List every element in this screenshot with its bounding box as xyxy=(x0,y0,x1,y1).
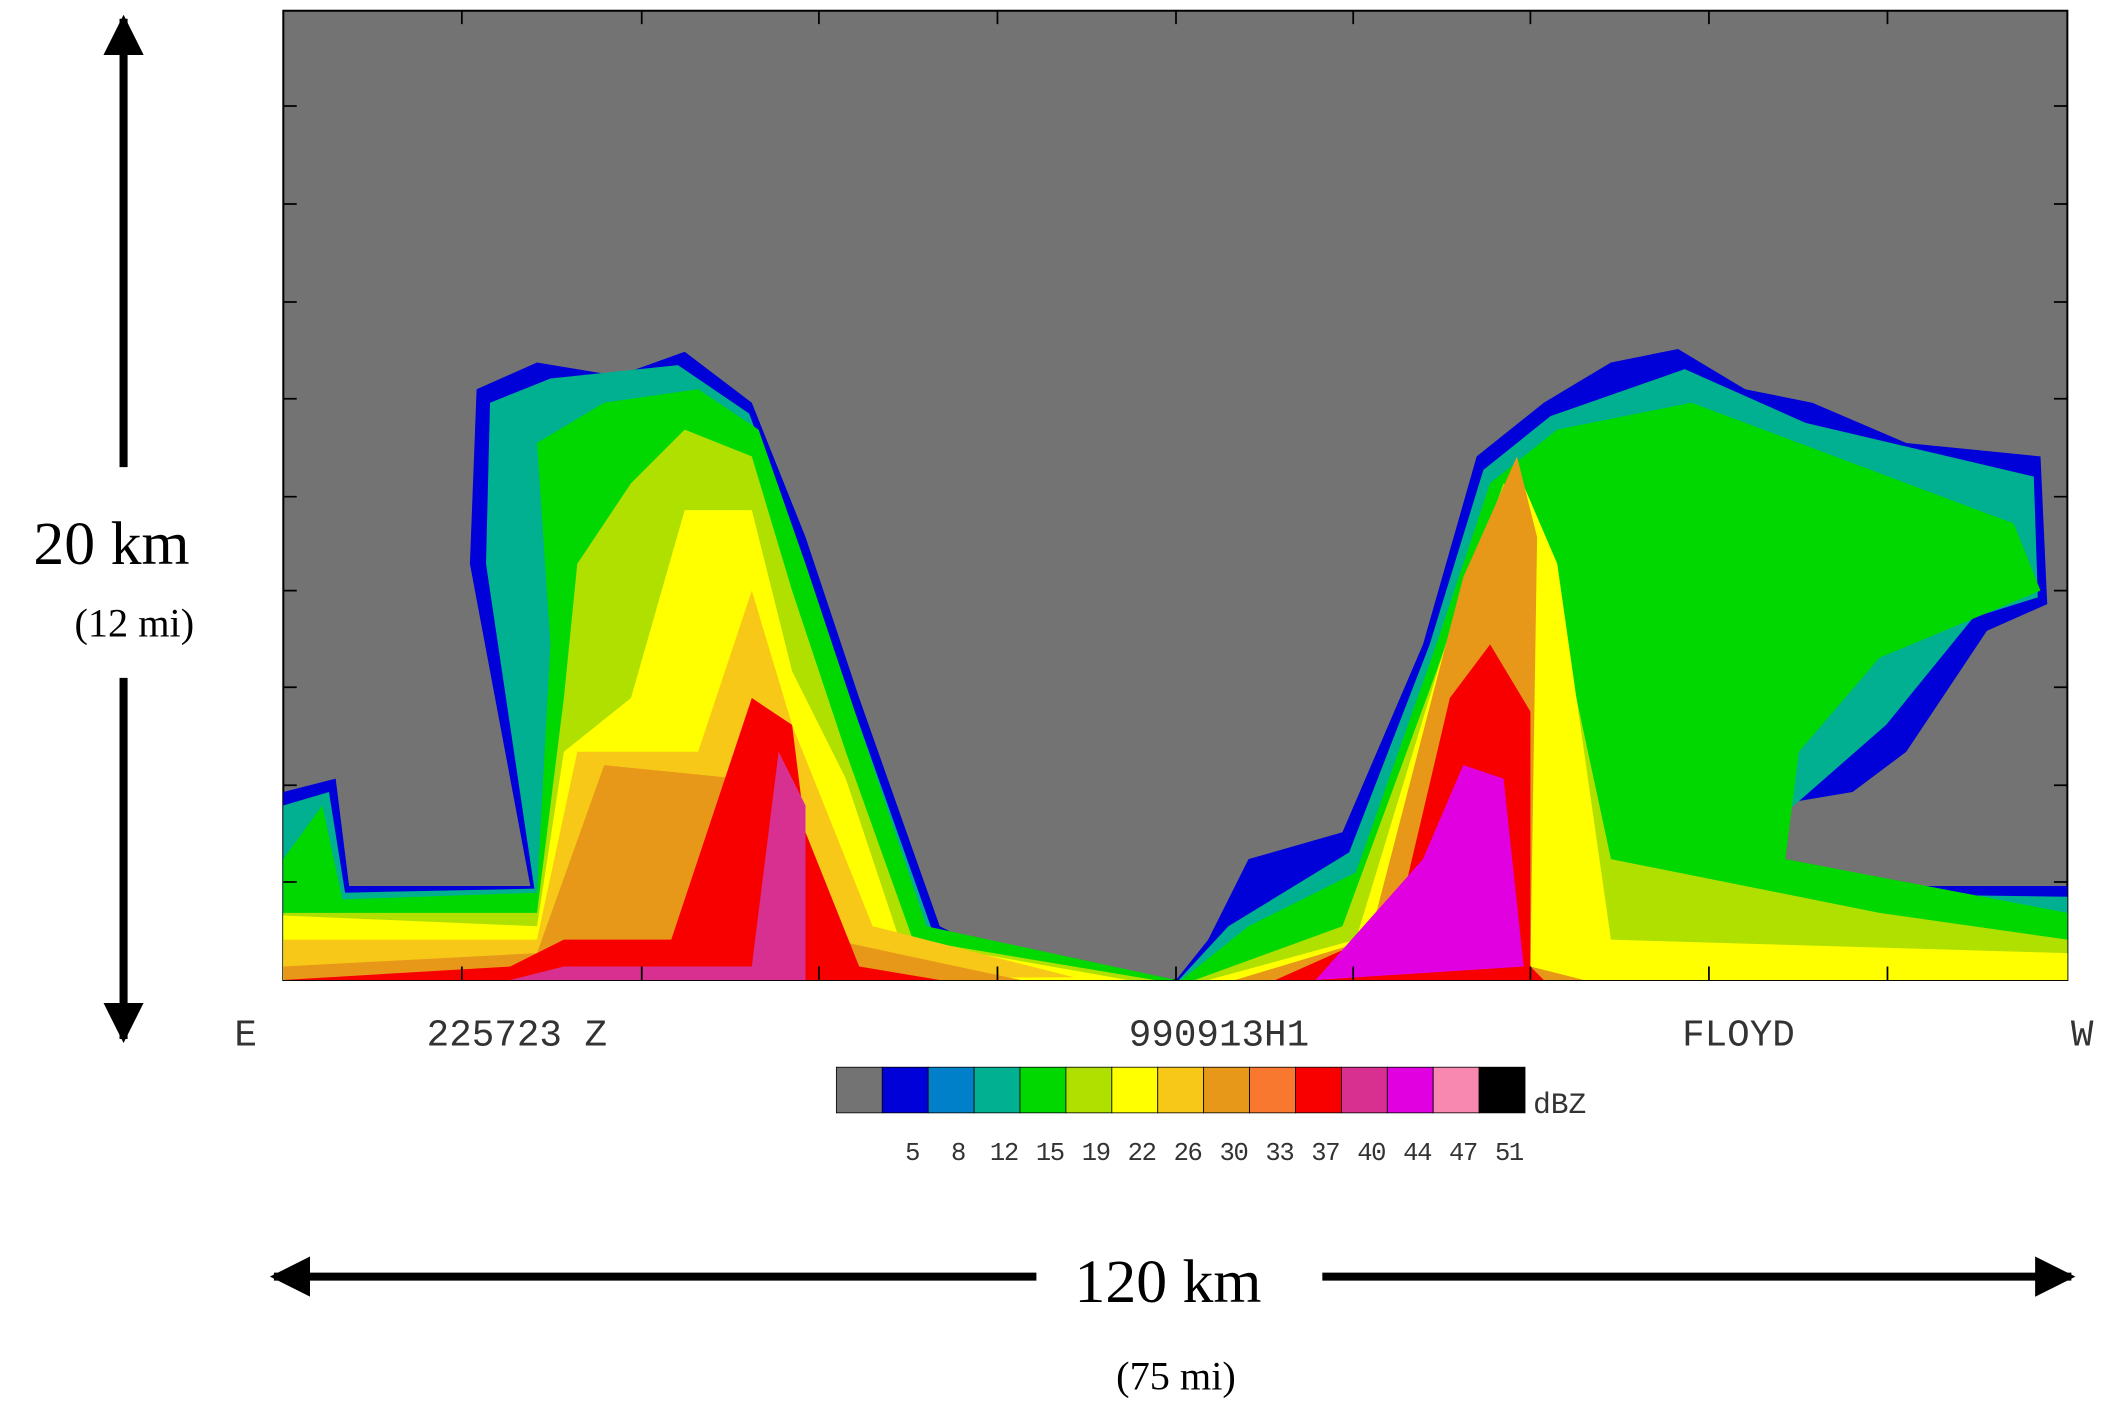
colorbar-tick-label: 30 xyxy=(1219,1139,1247,1168)
colorbar-swatch xyxy=(1386,1066,1434,1114)
colorbar-tick-label: 47 xyxy=(1449,1139,1477,1168)
colorbar-tick-label: 40 xyxy=(1357,1139,1385,1168)
colorbar-tick-label: 37 xyxy=(1311,1139,1339,1168)
colorbar: dBZ 5 8 12 15 19 22 26 30 33 37 40 44 47 51 xyxy=(835,1066,1586,1168)
plot-label: W xyxy=(2071,1016,2094,1058)
colorbar-tick-label: 51 xyxy=(1495,1139,1524,1168)
colorbar-swatch xyxy=(1111,1066,1159,1114)
colorbar-tick-label: 26 xyxy=(1174,1139,1202,1168)
cross-section xyxy=(282,9,2069,981)
axis-ticks xyxy=(283,10,2068,980)
colorbar-tick-label: 5 xyxy=(905,1139,919,1168)
colorbar-swatch xyxy=(927,1066,975,1114)
colorbar-swatch xyxy=(1340,1066,1388,1114)
colorbar-swatch xyxy=(1157,1066,1205,1114)
plot-label: 990913H1 xyxy=(1129,1016,1309,1058)
colorbar-tick-label: 15 xyxy=(1036,1139,1064,1168)
colorbar-swatch xyxy=(1478,1066,1526,1114)
horizontal-scale-sublabel: (75 mi) xyxy=(1116,1353,1236,1398)
right-storm xyxy=(1176,349,2068,980)
colorbar-swatch xyxy=(1295,1066,1342,1114)
plot-label: E xyxy=(234,1016,257,1058)
colorbar-tick-label: 8 xyxy=(951,1139,965,1168)
colorbar-tick-label: 19 xyxy=(1082,1139,1110,1168)
colorbar-swatch xyxy=(1019,1066,1067,1114)
colorbar-swatch xyxy=(1249,1066,1296,1114)
scale-arrows xyxy=(103,14,2076,1297)
plot-labels: E 225723 Z 990913H1 FLOYD W xyxy=(234,1016,2093,1058)
colorbar-swatch xyxy=(881,1066,929,1114)
colorbar-swatch xyxy=(1065,1066,1113,1114)
colorbar-swatch xyxy=(835,1066,883,1114)
colorbar-swatch xyxy=(973,1066,1021,1114)
colorbar-unit: dBZ xyxy=(1533,1088,1586,1122)
plot-label: FLOYD xyxy=(1682,1016,1795,1058)
plot-label: 225723 Z xyxy=(427,1016,607,1058)
horizontal-scale-label: 120 km xyxy=(1074,1248,1261,1316)
colorbar-tick-label: 33 xyxy=(1265,1139,1293,1168)
colorbar-tick-label: 12 xyxy=(990,1139,1018,1168)
vertical-scale-sublabel: (12 mi) xyxy=(74,600,194,645)
colorbar-tick-label: 22 xyxy=(1128,1139,1156,1168)
vertical-scale-label: 20 km xyxy=(33,510,189,578)
left-storm xyxy=(283,351,1177,980)
colorbar-swatch xyxy=(1203,1066,1250,1114)
colorbar-swatch xyxy=(1432,1066,1480,1114)
colorbar-tick-label: 44 xyxy=(1403,1139,1431,1168)
